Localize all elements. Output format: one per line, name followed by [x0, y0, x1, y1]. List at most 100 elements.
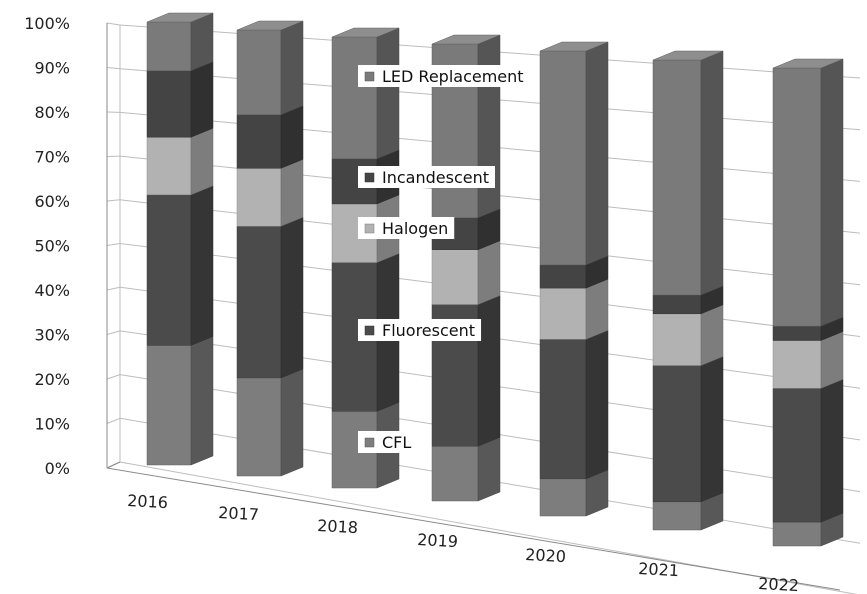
y-tick-label: 0%	[45, 459, 70, 478]
bar-side-face	[280, 20, 304, 116]
bar-side-face	[190, 127, 214, 196]
side-wall-gridline	[106, 67, 121, 70]
bar-top-face	[236, 20, 304, 31]
bar-front-face	[236, 225, 282, 379]
bar-segment-halogen	[431, 240, 501, 305]
bar-segment-led-replacement	[146, 12, 214, 72]
bar-segment-cfl	[652, 492, 724, 531]
bar-front-face	[236, 377, 282, 477]
bar-front-face	[539, 287, 587, 340]
bar-side-face	[820, 378, 844, 523]
legend-swatch	[364, 223, 375, 234]
legend-item: Incandescent	[358, 166, 495, 188]
bar-side-face	[477, 436, 501, 502]
bar-segment-fluorescent	[652, 356, 724, 503]
bar-front-face	[331, 36, 378, 160]
bar-front-face	[236, 168, 282, 227]
bar-side-face	[376, 27, 400, 160]
bar-segment-fluorescent	[146, 185, 214, 346]
legend-label: CFL	[382, 433, 411, 452]
side-wall-gridline	[106, 22, 121, 26]
bar-segment-incandescent	[539, 255, 609, 289]
legend-item: Fluorescent	[358, 319, 482, 341]
side-wall-gridline	[106, 374, 121, 380]
bar-front-face	[652, 59, 702, 296]
x-category-label: 2020	[525, 545, 567, 566]
side-wall-gridline	[106, 243, 121, 246]
y-tick-label: 60%	[34, 192, 70, 211]
bar-front-face	[772, 388, 822, 523]
bar-segment-led-replacement	[331, 27, 400, 160]
bar-side-face	[820, 331, 844, 389]
bar-front-face	[236, 29, 282, 115]
legend-item: CFL	[358, 431, 418, 453]
floor-side-edge	[106, 461, 121, 469]
x-category-label: 2016	[127, 491, 169, 512]
y-tick-label: 40%	[34, 281, 70, 300]
bar-segment-fluorescent	[236, 216, 304, 379]
bar-front-face	[772, 67, 822, 327]
bar-front-face	[539, 50, 587, 266]
bar-front-face	[146, 21, 192, 71]
bar-segment-cfl	[146, 336, 214, 466]
bar-segment-cfl	[539, 469, 609, 517]
column-2019	[431, 34, 501, 502]
bar-front-face	[652, 365, 702, 503]
legend-label: Fluorescent	[382, 321, 475, 340]
bar-front-face	[431, 445, 479, 502]
bar-front-face	[652, 501, 702, 531]
bar-side-face	[190, 61, 214, 138]
bar-side-face	[280, 216, 304, 379]
legend-item: Halogen	[358, 217, 455, 239]
legend-swatch	[364, 325, 375, 336]
column-2020	[539, 41, 609, 517]
bar-segment-cfl	[236, 368, 304, 477]
column-2022	[772, 58, 844, 547]
legend-label-background	[358, 217, 455, 239]
y-tick-label: 30%	[34, 326, 70, 345]
x-axis-line	[106, 467, 841, 591]
bar-side-face	[700, 356, 724, 503]
bar-front-face	[772, 340, 822, 389]
bar-segment-fluorescent	[539, 329, 609, 480]
bar-segment-cfl	[772, 512, 844, 547]
bar-side-face	[477, 34, 501, 219]
legend-label: Halogen	[382, 219, 448, 238]
bar-front-face	[772, 325, 822, 341]
legend-label: Incandescent	[382, 168, 489, 187]
bar-front-face	[236, 114, 282, 169]
bar-segment-halogen	[772, 331, 844, 389]
side-wall-gridline	[106, 417, 121, 424]
bar-segment-led-replacement	[431, 34, 501, 219]
bar-side-face	[585, 329, 609, 480]
bar-segment-halogen	[236, 158, 304, 227]
bar-side-face	[585, 41, 609, 266]
bar-segment-cfl	[331, 401, 400, 489]
bar-front-face	[652, 294, 702, 315]
y-tick-label: 100%	[24, 14, 70, 33]
x-category-label: 2017	[218, 503, 260, 524]
bar-front-face	[146, 70, 192, 138]
side-wall-gridline	[106, 330, 121, 335]
x-category-label: 2021	[638, 559, 680, 580]
bar-top-face	[431, 34, 501, 45]
bar-top-face	[772, 58, 844, 69]
y-axis-tick-labels: 0% 10% 20% 30% 40% 50% 60% 70% 80% 90% 100%	[24, 14, 70, 478]
bar-segment-led-replacement	[772, 58, 844, 327]
bar-segment-led-replacement	[236, 20, 304, 116]
bar-segment-incandescent	[772, 316, 844, 341]
bar-front-face	[539, 264, 587, 289]
x-category-label: 2019	[417, 530, 459, 551]
side-wall-gridline	[106, 199, 121, 202]
bar-segment-fluorescent	[431, 295, 501, 447]
bar-segment-cfl	[431, 436, 501, 502]
column-2016	[146, 12, 214, 466]
bar-side-face	[280, 368, 304, 477]
bar-side-face	[190, 185, 214, 346]
bar-side-face	[190, 336, 214, 466]
bar-side-face	[477, 240, 501, 305]
column-2017	[236, 20, 304, 477]
bar-side-face	[477, 295, 501, 447]
y-tick-label: 20%	[34, 370, 70, 389]
